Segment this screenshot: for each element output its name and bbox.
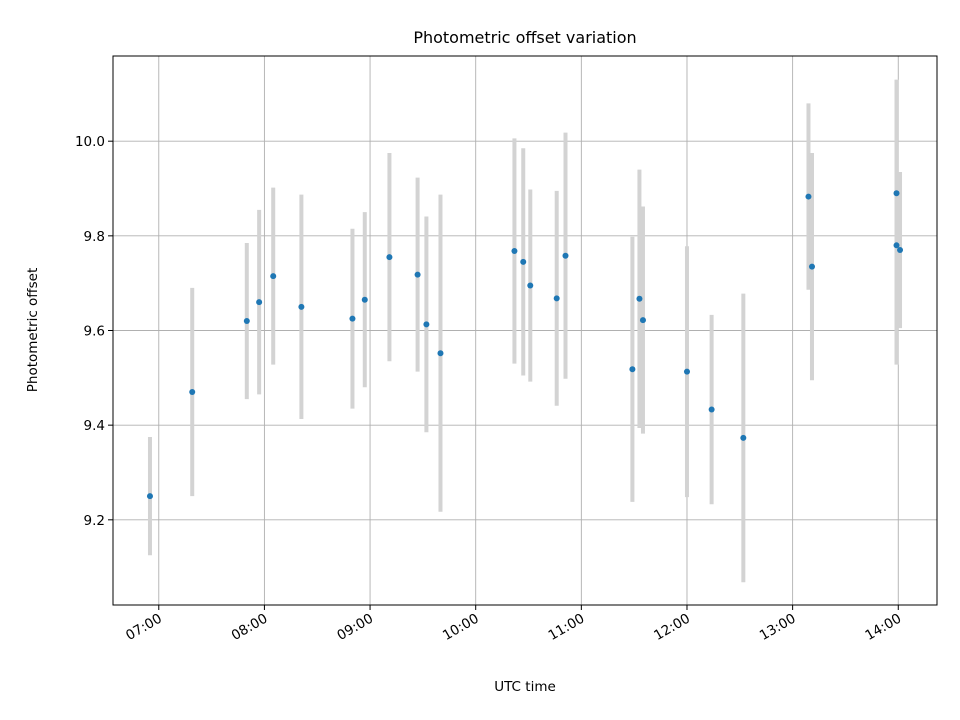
data-point (520, 258, 527, 265)
y-tick-label: 9.6 (84, 324, 105, 340)
data-point (562, 252, 569, 259)
data-point (414, 271, 421, 278)
data-point (893, 242, 900, 249)
y-tick-label: 9.2 (84, 513, 105, 529)
data-point (270, 273, 277, 280)
y-tick-label: 9.8 (84, 229, 105, 245)
data-point (146, 493, 153, 500)
data-point (629, 366, 636, 373)
chart-title: Photometric offset variation (413, 28, 636, 47)
data-point (349, 315, 356, 322)
data-point (808, 263, 815, 270)
data-point (708, 406, 715, 413)
data-point (423, 321, 430, 328)
data-point (511, 247, 518, 254)
data-point (386, 254, 393, 261)
data-point (636, 295, 643, 302)
data-point (553, 295, 560, 302)
data-point (437, 350, 444, 357)
data-point (897, 247, 904, 254)
data-point (256, 299, 263, 306)
y-axis-ticks: 9.2 9.4 9.6 9.8 10.0 (75, 134, 113, 529)
y-axis-label: Photometric offset (25, 268, 41, 392)
data-point (805, 193, 812, 200)
data-point (527, 282, 534, 289)
data-point (243, 318, 250, 325)
data-point (893, 190, 900, 197)
data-point (189, 389, 196, 396)
y-tick-label: 10.0 (75, 134, 105, 150)
data-points (146, 190, 904, 500)
x-axis-label: UTC time (494, 679, 556, 695)
data-point (740, 434, 747, 441)
y-tick-label: 9.4 (84, 418, 105, 434)
data-point (361, 296, 368, 303)
data-point (298, 303, 305, 310)
data-point (639, 317, 646, 324)
data-point (683, 368, 690, 375)
